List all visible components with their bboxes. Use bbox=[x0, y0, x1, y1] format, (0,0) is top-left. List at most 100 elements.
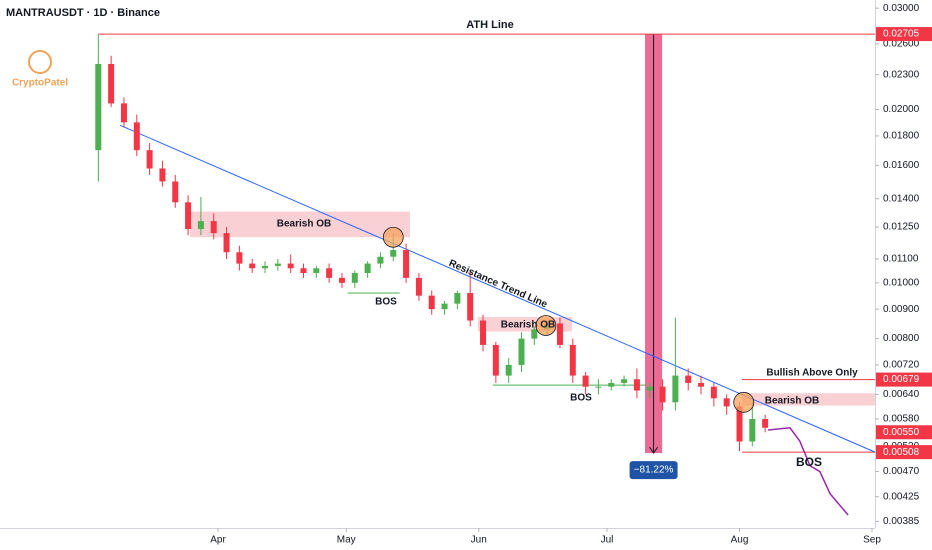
y-tick-label: 0.01800 bbox=[883, 131, 920, 142]
y-tick-label: 0.01000 bbox=[883, 277, 920, 288]
annotation: BOS bbox=[570, 393, 592, 404]
candle-body bbox=[351, 273, 358, 283]
candle-body bbox=[146, 150, 153, 169]
candle-body bbox=[197, 221, 204, 230]
logo: CryptoPatel bbox=[12, 50, 68, 89]
y-tick-label: 0.00385 bbox=[883, 516, 920, 527]
candle-body bbox=[364, 263, 371, 274]
candle-body bbox=[736, 406, 743, 442]
candle-body bbox=[108, 63, 115, 104]
candle-body bbox=[223, 233, 230, 253]
candle-body bbox=[518, 338, 525, 365]
price-label: 0.00679 bbox=[883, 374, 920, 385]
annotation: BOS bbox=[796, 455, 822, 469]
highlight-circle bbox=[733, 391, 755, 413]
candle-body bbox=[505, 364, 512, 376]
candle-body bbox=[595, 386, 602, 388]
candle-body bbox=[608, 382, 615, 387]
candle-body bbox=[274, 263, 281, 266]
candle-body bbox=[236, 252, 243, 264]
annotation: Bearish OB bbox=[501, 320, 555, 331]
candle-body bbox=[120, 103, 127, 123]
y-tick-label: 0.01600 bbox=[883, 160, 920, 171]
y-tick-label: 0.02300 bbox=[883, 69, 920, 80]
y-tick-label: 0.01250 bbox=[883, 222, 920, 233]
candle-body bbox=[338, 277, 345, 283]
candle-body bbox=[710, 386, 717, 399]
candle-body bbox=[210, 221, 217, 234]
annotation: Bullish Above Only bbox=[766, 368, 858, 379]
candle-body bbox=[377, 256, 384, 264]
logo-icon bbox=[28, 50, 52, 74]
price-label: 0.02705 bbox=[883, 29, 920, 40]
annotation: ATH Line bbox=[466, 19, 513, 31]
y-tick-label: 0.00720 bbox=[883, 360, 920, 371]
annotation: BOS bbox=[375, 297, 397, 308]
candle-body bbox=[454, 293, 461, 304]
price-label: 0.00508 bbox=[883, 447, 920, 458]
candle-body bbox=[762, 418, 769, 428]
candle-body bbox=[698, 382, 705, 387]
candle-body bbox=[441, 303, 448, 310]
projection-line bbox=[768, 426, 849, 516]
y-tick-label: 0.00580 bbox=[883, 414, 920, 425]
candle-body bbox=[582, 375, 589, 387]
watermark: CryptoPatel bbox=[12, 78, 68, 89]
y-tick-label: 0.00470 bbox=[883, 466, 920, 477]
candle-body bbox=[531, 329, 538, 339]
candle-body bbox=[185, 202, 192, 230]
annotation: Bearish OB bbox=[277, 219, 331, 230]
candle-body bbox=[159, 168, 166, 182]
candle-body bbox=[723, 398, 730, 407]
y-tick-label: 0.00425 bbox=[883, 491, 920, 502]
candle-body bbox=[633, 379, 640, 391]
x-tick-label: May bbox=[337, 535, 356, 546]
candle-body bbox=[249, 263, 256, 269]
candle-body bbox=[326, 268, 333, 278]
x-tick-label: Sep bbox=[863, 535, 881, 546]
candle-body bbox=[556, 323, 563, 345]
price-label-box bbox=[876, 27, 932, 42]
candle-body bbox=[262, 265, 269, 269]
candle-body bbox=[749, 418, 756, 442]
price-label-box bbox=[876, 372, 932, 387]
candle-body bbox=[415, 277, 422, 296]
x-tick-label: Jun bbox=[471, 535, 487, 546]
highlight-circle bbox=[535, 315, 557, 336]
highlight-circle bbox=[382, 226, 404, 248]
candle-body bbox=[133, 122, 140, 151]
x-tick-label: Apr bbox=[210, 535, 226, 546]
y-tick-label: 0.02000 bbox=[883, 104, 920, 115]
measure-label-box bbox=[629, 461, 678, 480]
candle-body bbox=[480, 320, 487, 345]
x-tick-label: Jul bbox=[601, 535, 614, 546]
y-tick-label: 0.00800 bbox=[883, 333, 920, 344]
candle-body bbox=[467, 293, 474, 321]
candle-body bbox=[172, 181, 179, 203]
candle-body bbox=[492, 344, 499, 376]
candle-body bbox=[672, 375, 679, 403]
x-tick-label: Aug bbox=[731, 535, 749, 546]
y-tick-label: 0.00640 bbox=[883, 389, 920, 400]
candle-body bbox=[428, 295, 435, 310]
candle-body bbox=[646, 386, 653, 391]
candle-body bbox=[621, 379, 628, 383]
y-tick-label: 0.02600 bbox=[883, 39, 920, 50]
candle-body bbox=[659, 386, 666, 403]
y-tick-label: 0.03000 bbox=[883, 3, 920, 14]
chart-title: MANTRAUSDT · 1D · Binance bbox=[6, 7, 160, 19]
measure-arrow-head bbox=[649, 446, 658, 455]
order-block-zone bbox=[742, 393, 875, 406]
candle-body bbox=[685, 375, 692, 383]
candle-body bbox=[287, 263, 294, 269]
price-label-box bbox=[876, 425, 932, 440]
annotation: Bearish OB bbox=[765, 396, 819, 407]
price-label-box bbox=[876, 445, 932, 460]
y-tick-label: 0.01400 bbox=[883, 193, 920, 204]
y-tick-label: 0.01100 bbox=[883, 254, 919, 265]
candle-body bbox=[300, 268, 307, 274]
candle-body bbox=[95, 63, 102, 151]
price-label: 0.00550 bbox=[883, 427, 920, 438]
y-tick-label: 0.00900 bbox=[883, 304, 920, 315]
